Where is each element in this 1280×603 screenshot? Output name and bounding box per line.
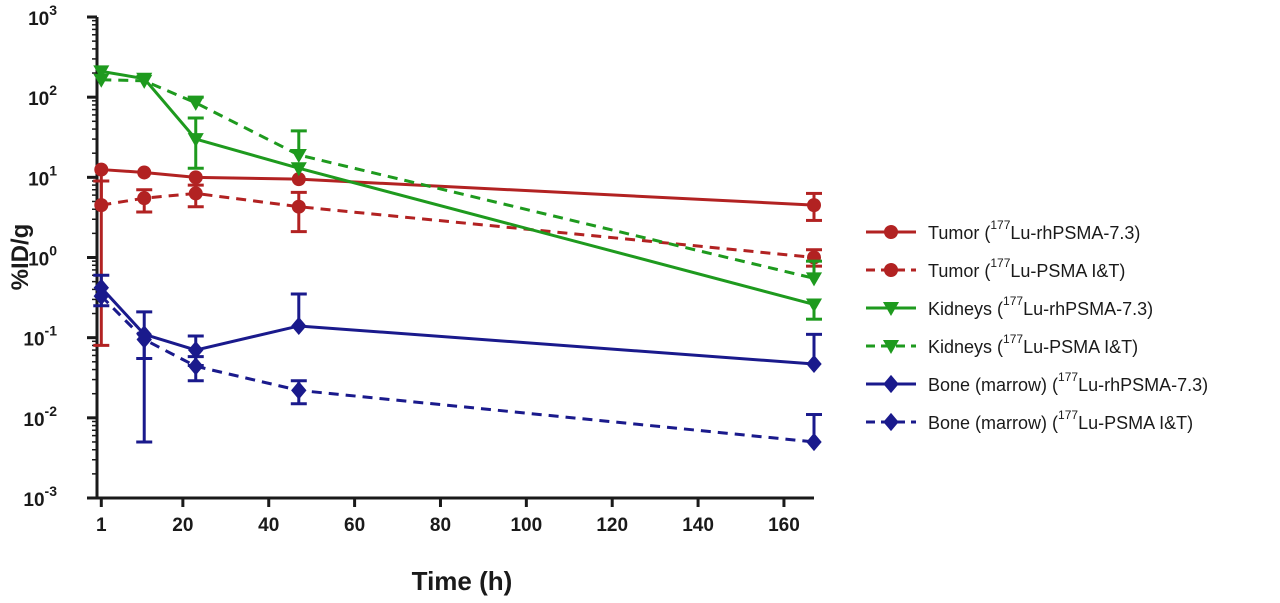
data-point [883, 374, 899, 394]
series-layer [93, 65, 823, 452]
legend-label: Tumor (177Lu-rhPSMA-7.3) [928, 218, 1140, 243]
x-tick-label: 140 [682, 515, 714, 536]
data-point [136, 330, 152, 349]
data-point [93, 65, 110, 80]
data-point [93, 286, 109, 306]
x-tick-label: 120 [596, 515, 628, 536]
data-point [187, 96, 204, 111]
data-point [291, 172, 306, 187]
legend-label: Tumor (177Lu-PSMA I&T) [928, 256, 1125, 281]
legend-item: Tumor (177Lu-PSMA I&T) [866, 256, 1125, 281]
series-3 [93, 73, 823, 287]
y-tick-label: 100 [28, 243, 57, 271]
legend-label: Bone (marrow) (177Lu-rhPSMA-7.3) [928, 370, 1208, 395]
x-tick-label: 80 [430, 515, 451, 536]
y-tick-label: 10-3 [23, 483, 57, 511]
data-point [884, 225, 898, 239]
y-tick-label: 103 [28, 2, 57, 30]
data-point [291, 316, 307, 336]
y-tick-label: 101 [28, 162, 57, 190]
legend-item: Kidneys (177Lu-PSMA I&T) [866, 332, 1138, 357]
data-point [188, 186, 203, 201]
data-point [806, 432, 822, 452]
series-line [100, 295, 815, 444]
data-point [93, 73, 110, 88]
ticks: 1 20 40 60 80 100 120 140 16010-310-210-11001011… [23, 2, 799, 536]
data-point [187, 133, 204, 148]
series-2 [93, 65, 823, 321]
data-point [883, 412, 899, 432]
legend-label: Kidneys (177Lu-PSMA I&T) [928, 332, 1138, 357]
series-0 [93, 162, 822, 347]
legend-item: Bone (marrow) (177Lu-rhPSMA-7.3) [866, 370, 1208, 395]
data-point [188, 340, 204, 360]
series-line [101, 191, 815, 259]
x-tick-label: 20 [172, 515, 193, 536]
x-tick-label: 60 [344, 515, 365, 536]
data-point [290, 162, 307, 177]
legend-item: Kidneys (177Lu-rhPSMA-7.3) [866, 294, 1153, 319]
x-axis-title: Time (h) [412, 566, 513, 596]
data-point [805, 272, 823, 287]
legend: Tumor (177Lu-rhPSMA-7.3) Tumor (177Lu-PSM… [866, 218, 1208, 433]
series-4 [93, 273, 822, 444]
data-point [290, 149, 307, 164]
y-tick-label: 10-2 [23, 403, 57, 431]
data-point [291, 199, 306, 214]
x-tick-label: 1 [96, 515, 107, 536]
x-tick-label: 40 [258, 515, 279, 536]
series-5 [93, 286, 822, 452]
data-point [137, 191, 152, 206]
data-point [882, 302, 900, 317]
data-point [136, 74, 153, 89]
data-point [882, 340, 900, 355]
legend-item: Bone (marrow) (177Lu-PSMA I&T) [866, 408, 1193, 433]
data-point [806, 354, 822, 374]
series-line [100, 286, 815, 366]
legend-item: Tumor (177Lu-rhPSMA-7.3) [866, 218, 1140, 243]
y-tick-label: 10-1 [23, 323, 57, 351]
data-point [188, 357, 204, 376]
data-point [94, 162, 109, 177]
legend-label: Bone (marrow) (177Lu-PSMA I&T) [928, 408, 1193, 433]
series-line [101, 78, 815, 280]
x-tick-label: 160 [768, 515, 800, 536]
y-tick-label: 102 [28, 82, 57, 110]
data-point [807, 198, 821, 213]
data-point [884, 263, 898, 277]
axes [95, 17, 814, 500]
data-point [291, 381, 307, 400]
data-point [188, 170, 203, 185]
legend-label: Kidneys (177Lu-rhPSMA-7.3) [928, 294, 1153, 319]
data-point [137, 165, 152, 180]
series-line [101, 168, 815, 207]
data-point [94, 198, 109, 213]
x-tick-label: 100 [510, 515, 542, 536]
data-point [805, 298, 823, 313]
y-axis-title: %ID/g [7, 224, 34, 291]
